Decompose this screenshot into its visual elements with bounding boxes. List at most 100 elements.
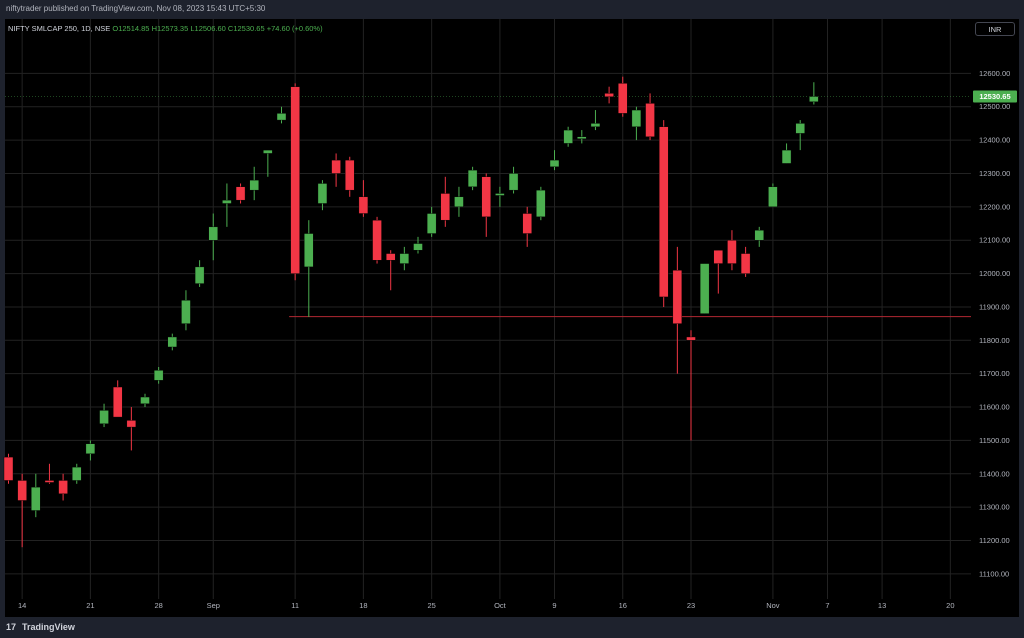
legend-change: +74.60 (+0.60%) (266, 24, 323, 33)
time-axis[interactable] (5, 599, 971, 617)
candle-body (85, 443, 96, 454)
candle-body (31, 486, 41, 511)
candle-body (99, 410, 109, 424)
candle-body (222, 199, 232, 204)
candle-body (331, 159, 341, 174)
chart-area[interactable] (5, 19, 971, 599)
candle-body (467, 169, 478, 188)
x-tick-label: 11 (291, 601, 299, 610)
candle-body (713, 250, 723, 264)
symbol-name: NIFTY SMLCAP 250, 1D, NSE (8, 24, 111, 33)
y-tick-label: 11600.00 (979, 403, 1010, 412)
x-tick-label: 9 (552, 601, 556, 610)
x-tick-label: 21 (86, 601, 94, 610)
candle-body (194, 266, 205, 284)
candle-body (727, 239, 737, 264)
y-tick-label: 11300.00 (979, 503, 1010, 512)
candle-body (659, 126, 669, 298)
bottom-bar: 17 TradingView (0, 617, 1024, 638)
x-tick-label: 28 (154, 601, 162, 610)
candle-body (686, 336, 696, 341)
last-price-label: 12530.65 (979, 92, 1010, 101)
candle-body (809, 96, 819, 102)
candle-body (672, 270, 683, 324)
candle-body (358, 196, 369, 214)
candle-body (699, 263, 710, 314)
candle-body (399, 253, 410, 264)
y-tick-label: 11400.00 (979, 469, 1010, 478)
candle-body (208, 226, 218, 241)
last-price-badge (973, 90, 1017, 103)
candle-body (590, 123, 601, 127)
y-tick-label: 12400.00 (979, 136, 1010, 145)
tradingview-brand: TradingView (22, 622, 75, 632)
candle-body (345, 159, 355, 191)
x-tick-label: 18 (359, 601, 367, 610)
y-tick-label: 11500.00 (979, 436, 1010, 445)
x-tick-label: 25 (427, 601, 435, 610)
y-tick-label: 12100.00 (979, 236, 1010, 245)
candle-body (140, 396, 150, 404)
candle-body (563, 129, 573, 144)
candle-body (386, 253, 396, 261)
candle-body (481, 176, 491, 218)
candle-body (44, 480, 55, 483)
legend-low: L12506.60 (190, 24, 226, 33)
candle-body (276, 113, 287, 121)
candle-body (235, 186, 246, 201)
candle-body (304, 233, 314, 268)
candle-body (153, 370, 164, 381)
x-tick-label: 23 (687, 601, 695, 610)
publisher-text: niftytrader published on TradingView.com… (6, 4, 266, 13)
candle-body (740, 253, 751, 274)
legend-close: C12530.65 (227, 24, 265, 33)
candle-body (3, 456, 14, 481)
candle-body (781, 149, 792, 164)
axis-corner (971, 599, 1019, 617)
candle-body (426, 213, 437, 234)
y-tick-label: 12500.00 (979, 102, 1010, 111)
top-bar: niftytrader published on TradingView.com… (0, 0, 1024, 19)
candle-body (508, 173, 519, 191)
tradingview-logo-icon: 17 (6, 622, 17, 632)
candle-body (58, 480, 68, 495)
candle-body (317, 183, 328, 204)
candle-body (577, 136, 587, 139)
candle-body (495, 193, 505, 196)
candle-body (72, 466, 82, 481)
candle-body (536, 189, 546, 218)
candle-body (126, 420, 137, 428)
x-tick-label: Sep (207, 601, 220, 610)
candle-body (754, 229, 764, 241)
x-tick-label: Nov (766, 601, 780, 610)
x-tick-label: Oct (494, 601, 507, 610)
y-tick-label: 11200.00 (979, 536, 1010, 545)
candle-body (249, 179, 259, 191)
y-tick-label: 12000.00 (979, 269, 1010, 278)
price-axis[interactable] (971, 19, 1019, 599)
legend-high: H12573.35 (151, 24, 189, 33)
candle-body (618, 83, 628, 114)
candle-body (112, 386, 123, 418)
y-tick-label: 11700.00 (979, 369, 1010, 378)
candle-body (522, 213, 532, 234)
candle-body (290, 86, 300, 274)
candle-body (454, 196, 464, 208)
candle-body (181, 300, 191, 324)
x-tick-label: 20 (946, 601, 954, 610)
candle-body (17, 480, 27, 501)
y-tick-label: 12600.00 (979, 69, 1010, 78)
y-tick-label: 12200.00 (979, 202, 1010, 211)
x-tick-label: 14 (18, 601, 26, 610)
symbol-legend: NIFTY SMLCAP 250, 1D, NSE O12514.85 H125… (8, 24, 323, 33)
candle-body (549, 159, 560, 167)
y-tick-label: 12300.00 (979, 169, 1010, 178)
candle-body (372, 219, 382, 261)
x-tick-label: 7 (825, 601, 829, 610)
candle-body (768, 186, 778, 208)
currency-button[interactable]: INR (975, 22, 1015, 36)
candle-body (440, 193, 450, 221)
y-tick-label: 11100.00 (979, 569, 1009, 578)
candle-body (645, 103, 655, 137)
